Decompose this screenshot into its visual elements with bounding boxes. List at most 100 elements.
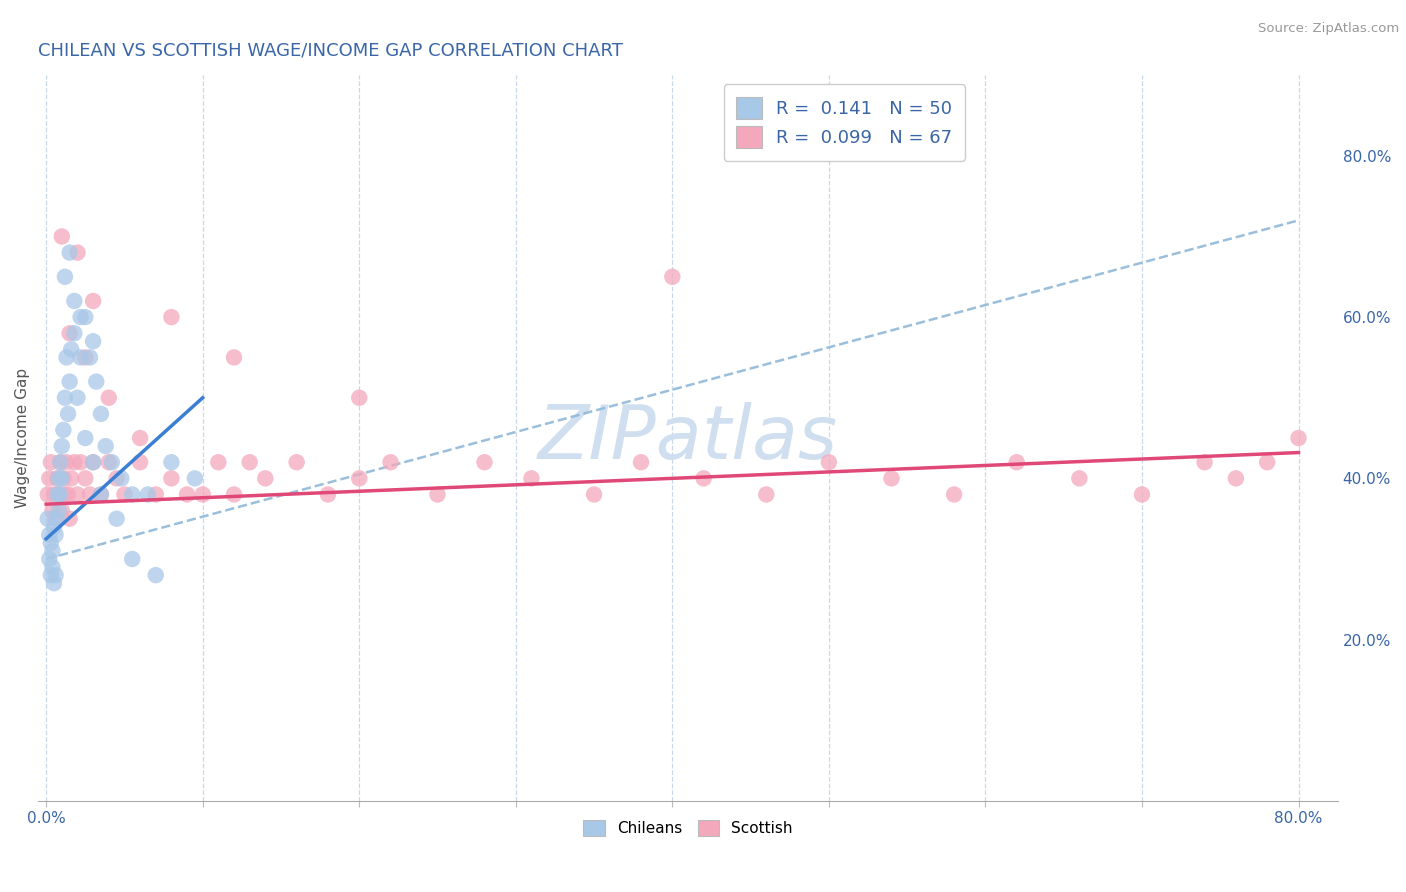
Point: [59, 375, 82, 389]
Point: [46, 471, 69, 485]
Point: [45, 568, 67, 582]
Point: [45, 511, 67, 525]
Point: [39, 455, 62, 469]
Point: [880, 471, 903, 485]
Text: ZIPatlas: ZIPatlas: [538, 402, 838, 474]
Point: [41, 503, 63, 517]
Point: [79, 351, 101, 365]
Point: [818, 455, 841, 469]
Point: [97, 391, 120, 405]
Point: [55, 351, 77, 365]
Point: [349, 471, 371, 485]
Point: [84, 375, 107, 389]
Text: Source: ZipAtlas.com: Source: ZipAtlas.com: [1258, 22, 1399, 36]
Point: [1288, 431, 1310, 445]
Point: [38, 528, 60, 542]
Point: [426, 487, 449, 501]
Point: [37, 511, 59, 525]
Point: [63, 326, 86, 341]
Point: [41, 544, 63, 558]
Point: [53, 269, 76, 284]
Point: [114, 487, 136, 501]
Point: [1130, 487, 1153, 501]
Point: [66, 391, 89, 405]
Point: [37, 487, 59, 501]
Point: [60, 343, 83, 357]
Point: [69, 351, 91, 365]
Point: [1225, 471, 1247, 485]
Point: [48, 503, 70, 517]
Point: [520, 471, 543, 485]
Point: [56, 487, 79, 501]
Point: [160, 455, 183, 469]
Point: [75, 310, 97, 324]
Point: [160, 471, 183, 485]
Point: [49, 487, 72, 501]
Point: [1194, 455, 1216, 469]
Point: [53, 391, 76, 405]
Point: [79, 487, 101, 501]
Point: [49, 455, 72, 469]
Legend: Chileans, Scottish: Chileans, Scottish: [575, 812, 800, 844]
Point: [285, 455, 308, 469]
Point: [380, 455, 402, 469]
Point: [66, 245, 89, 260]
Point: [59, 245, 82, 260]
Point: [39, 536, 62, 550]
Point: [51, 503, 73, 517]
Point: [49, 455, 72, 469]
Point: [69, 455, 91, 469]
Point: [51, 439, 73, 453]
Point: [1005, 455, 1028, 469]
Point: [630, 455, 652, 469]
Point: [755, 487, 778, 501]
Point: [45, 528, 67, 542]
Point: [583, 487, 606, 501]
Point: [176, 487, 198, 501]
Point: [69, 310, 91, 324]
Point: [105, 471, 128, 485]
Point: [66, 487, 89, 501]
Point: [1256, 455, 1278, 469]
Point: [101, 455, 124, 469]
Point: [82, 293, 104, 308]
Point: [59, 511, 82, 525]
Point: [692, 471, 714, 485]
Point: [51, 229, 73, 244]
Point: [129, 455, 152, 469]
Text: CHILEAN VS SCOTTISH WAGE/INCOME GAP CORRELATION CHART: CHILEAN VS SCOTTISH WAGE/INCOME GAP CORR…: [38, 42, 623, 60]
Point: [239, 455, 262, 469]
Point: [129, 431, 152, 445]
Point: [63, 293, 86, 308]
Point: [349, 391, 371, 405]
Point: [55, 455, 77, 469]
Point: [121, 552, 143, 566]
Point: [207, 455, 229, 469]
Point: [48, 487, 70, 501]
Point: [42, 487, 65, 501]
Point: [254, 471, 277, 485]
Y-axis label: Wage/Income Gap: Wage/Income Gap: [15, 368, 30, 508]
Point: [97, 455, 120, 469]
Point: [90, 487, 112, 501]
Point: [42, 520, 65, 534]
Point: [145, 487, 167, 501]
Point: [145, 568, 167, 582]
Point: [46, 487, 69, 501]
Point: [75, 471, 97, 485]
Point: [121, 487, 143, 501]
Point: [105, 511, 128, 525]
Point: [51, 471, 73, 485]
Point: [160, 310, 183, 324]
Point: [42, 576, 65, 591]
Point: [82, 455, 104, 469]
Point: [136, 487, 159, 501]
Point: [82, 334, 104, 349]
Point: [56, 407, 79, 421]
Point: [38, 552, 60, 566]
Point: [39, 568, 62, 582]
Point: [63, 455, 86, 469]
Point: [184, 471, 207, 485]
Point: [661, 269, 683, 284]
Point: [943, 487, 966, 501]
